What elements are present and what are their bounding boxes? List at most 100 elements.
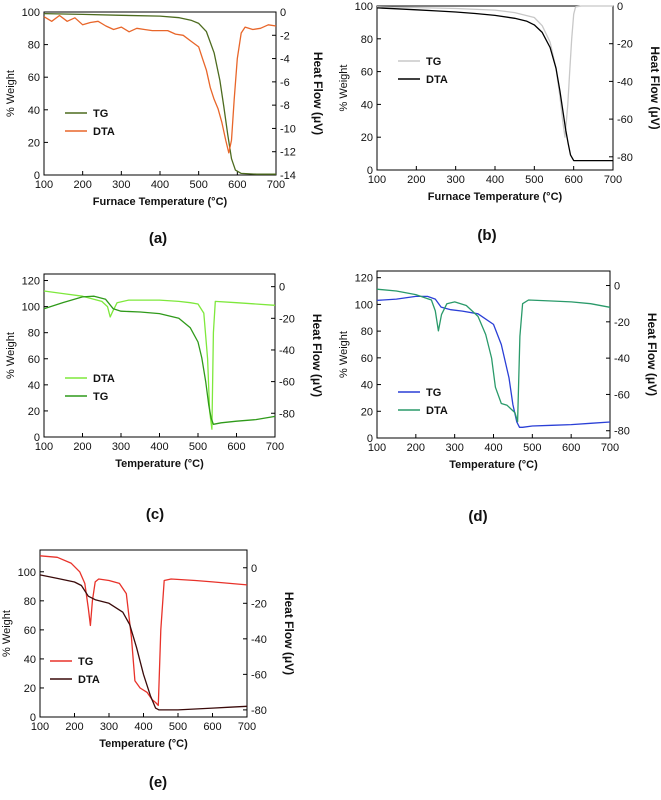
x-tick-label: 300 xyxy=(100,721,118,733)
y-right-tick-label: 0 xyxy=(280,7,286,19)
series-line-dta xyxy=(39,574,248,711)
y-right-tick-label: -4 xyxy=(280,54,290,66)
y-right-tick-label: -12 xyxy=(280,147,296,159)
y-left-tick-label: 40 xyxy=(24,654,36,666)
y-right-axis-label: Heat Flow (μV) xyxy=(645,313,659,396)
x-tick-label: 400 xyxy=(484,442,502,454)
y-right-tick-label: -40 xyxy=(617,76,633,88)
x-tick-label: 300 xyxy=(445,442,463,454)
y-left-axis-label: % Weight xyxy=(1,610,13,657)
legend-label-tg: TG xyxy=(93,391,108,403)
x-tick-label: 400 xyxy=(151,179,169,191)
x-tick-label: 400 xyxy=(134,721,152,733)
y-right-tick-label: -10 xyxy=(280,123,296,135)
x-tick-label: 600 xyxy=(227,441,245,453)
y-left-axis-label: % Weight xyxy=(5,70,17,117)
y-left-axis-label: % Weight xyxy=(338,65,350,112)
y-left-tick-label: 120 xyxy=(22,276,40,288)
legend-label-dta: DTA xyxy=(93,373,115,385)
panel-caption: (a) xyxy=(149,230,167,247)
x-tick-label: 500 xyxy=(189,441,207,453)
y-left-tick-label: 0 xyxy=(34,170,40,182)
x-tick-label: 100 xyxy=(35,441,53,453)
y-right-tick-label: -40 xyxy=(279,345,295,357)
y-left-tick-label: 80 xyxy=(28,40,40,52)
y-left-tick-label: 100 xyxy=(18,567,36,579)
y-left-tick-label: 40 xyxy=(28,380,40,392)
legend-label-tg: TG xyxy=(426,387,441,399)
panel-caption: (b) xyxy=(477,227,496,244)
y-right-tick-label: -60 xyxy=(614,389,630,401)
panel-caption: (d) xyxy=(468,508,487,525)
chart-panel-d: 100 200 300 400 500 600 700 0 20 40 60 80 100 120 0 -20… xyxy=(338,270,659,525)
series-line-tg xyxy=(376,295,611,428)
y-right-tick-label: -60 xyxy=(251,669,267,681)
x-tick-label: 400 xyxy=(486,174,504,186)
legend-label-dta: DTA xyxy=(426,74,448,86)
y-left-tick-label: 60 xyxy=(28,354,40,366)
y-left-tick-label: 0 xyxy=(34,432,40,444)
y-right-tick-label: 0 xyxy=(617,1,623,13)
plot-frame xyxy=(376,270,611,439)
x-tick-label: 600 xyxy=(562,442,580,454)
legend-label-tg: TG xyxy=(426,56,441,68)
x-tick-label: 600 xyxy=(564,174,582,186)
series-line-dta xyxy=(43,290,276,430)
x-tick-label: 200 xyxy=(73,179,91,191)
x-tick-label: 300 xyxy=(112,179,130,191)
y-left-tick-label: 80 xyxy=(28,328,40,340)
legend-label-dta: DTA xyxy=(78,674,100,686)
x-tick-label: 200 xyxy=(73,441,91,453)
y-left-tick-label: 60 xyxy=(361,353,373,365)
panel-caption: (c) xyxy=(146,506,164,523)
x-axis-label: Furnace Temperature (°C) xyxy=(428,191,563,203)
series-line-tg xyxy=(376,5,613,138)
y-right-axis-label: Heat Flow (μV) xyxy=(648,46,661,129)
series-line-dta xyxy=(376,288,611,423)
y-right-tick-label: -2 xyxy=(280,30,290,42)
y-left-tick-label: 40 xyxy=(361,99,373,111)
legend-label-dta: DTA xyxy=(426,405,448,417)
y-left-tick-label: 20 xyxy=(24,683,36,695)
y-left-tick-label: 100 xyxy=(22,7,40,19)
x-axis-label: Temperature (°C) xyxy=(115,458,204,470)
x-tick-label: 100 xyxy=(35,179,53,191)
x-tick-label: 200 xyxy=(407,174,425,186)
y-left-axis-label: % Weight xyxy=(338,331,350,378)
y-right-tick-label: -20 xyxy=(251,598,267,610)
x-axis-label: Temperature (°C) xyxy=(449,459,538,471)
y-left-tick-label: 60 xyxy=(361,67,373,79)
y-right-tick-label: 0 xyxy=(251,563,257,575)
panel-caption: (e) xyxy=(149,774,167,791)
y-left-tick-label: 20 xyxy=(361,406,373,418)
x-axis-label: Temperature (°C) xyxy=(99,738,188,750)
x-tick-label: 100 xyxy=(368,174,386,186)
y-right-tick-label: 0 xyxy=(614,281,620,293)
y-right-tick-label: 0 xyxy=(279,282,285,294)
x-tick-label: 600 xyxy=(203,721,221,733)
series-line-tg xyxy=(39,555,248,707)
x-axis-label: Furnace Temperature (°C) xyxy=(93,196,228,208)
x-tick-label: 700 xyxy=(604,174,622,186)
plot-frame xyxy=(39,549,248,718)
x-tick-label: 500 xyxy=(189,179,207,191)
x-tick-label: 300 xyxy=(446,174,464,186)
y-right-tick-label: -80 xyxy=(614,426,630,438)
y-right-axis-label: Heat Flow (μV) xyxy=(311,52,325,135)
y-left-tick-label: 40 xyxy=(361,380,373,392)
legend-label-dta: DTA xyxy=(93,126,115,138)
x-tick-label: 200 xyxy=(65,721,83,733)
y-left-tick-label: 0 xyxy=(367,165,373,177)
chart-panel-c: 100 200 300 400 500 600 700 0 20 40 60 80 100 120 0 -20… xyxy=(5,273,324,523)
y-left-tick-label: 80 xyxy=(24,596,36,608)
y-right-tick-label: -8 xyxy=(280,100,290,112)
x-tick-label: 700 xyxy=(267,179,285,191)
legend-label-tg: TG xyxy=(93,108,108,120)
x-tick-label: 400 xyxy=(150,441,168,453)
y-left-tick-label: 100 xyxy=(22,302,40,314)
y-left-tick-label: 80 xyxy=(361,34,373,46)
y-right-tick-label: -60 xyxy=(617,114,633,126)
